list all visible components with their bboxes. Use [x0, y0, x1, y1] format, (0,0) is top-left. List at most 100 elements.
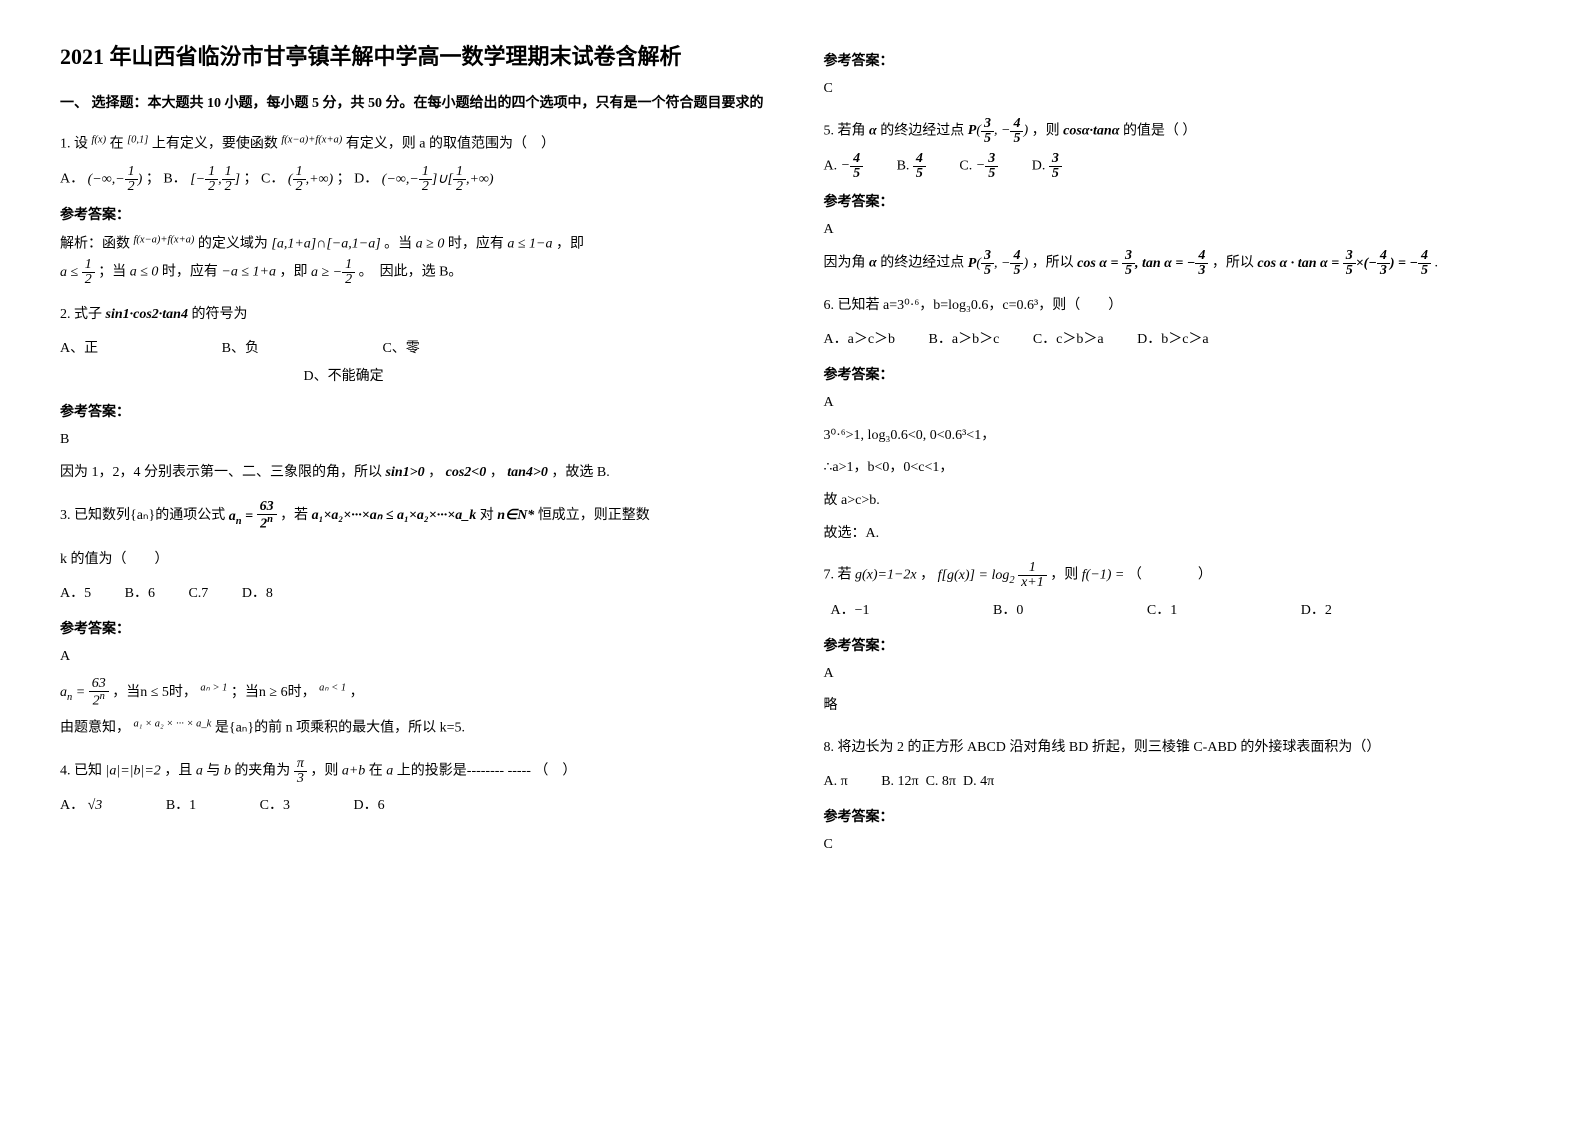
- q4-c: 与: [206, 763, 220, 778]
- q4-angle: π3: [294, 763, 307, 778]
- q3-an2: an = 632n: [60, 685, 109, 700]
- q4-b: ，且: [164, 763, 192, 778]
- q7-fneg1: f(−1) =: [1082, 568, 1128, 583]
- q7-b: ，: [920, 568, 934, 583]
- q5-ctan1: cos α = 35, tan α = −43: [1077, 256, 1208, 271]
- q3-d: 恒成立，则正整数: [538, 509, 650, 524]
- q4-av2: a: [386, 763, 393, 778]
- q5-ec: ，所以: [1032, 256, 1074, 271]
- q2-e1: sin1>0: [386, 465, 425, 480]
- q2-options: A、正 B、负 C、零 D、不能确定: [60, 335, 764, 391]
- q1-answer: 解析：函数 f(x−a)+f(x+a) 的定义域为 [a,1+a]∩[−a,1−…: [60, 230, 764, 287]
- q4-e: ，则: [310, 763, 338, 778]
- q3-e1: ，当n ≤ 5时，: [112, 685, 197, 700]
- q7-fg: f[g(x)] = log2 1x+1: [938, 568, 1047, 583]
- q1-text-c: 上有定义，要使函数: [152, 137, 278, 152]
- q3-explain2: 由题意知， a₁ × a₂ × ··· × a_k 是{aₙ}的前 n 项乘积的…: [60, 714, 764, 742]
- q6-oD: D．b＞c＞a: [1137, 332, 1209, 347]
- q1-text-d: 有定义，则 a 的取值范围为（ ）: [346, 137, 555, 152]
- q3-an: an = 632n: [229, 509, 277, 524]
- q5-oAv: −45: [841, 158, 863, 173]
- q7-g: g(x)=1−2x: [855, 568, 917, 583]
- q3-ineq: a₁×a₂×···×aₙ ≤ a₁×a₂×···×a_k: [312, 509, 477, 524]
- q1-text-a: 1. 设: [60, 137, 88, 152]
- q1-a5: ，即: [556, 237, 584, 252]
- q5-oC: C.: [959, 158, 972, 173]
- q2-tail: 的符号为: [191, 307, 247, 322]
- q6-l2: ∴a>1，b<0，0<c<1，: [824, 455, 1528, 482]
- question-6: 6. 已知若 a=3⁰·⁶，b=log₃0.6，c=0.6³，则（ ）: [824, 292, 1528, 320]
- q3-e2b: 是{aₙ}的前 n 项乘积的最大值，所以 k=5.: [215, 721, 465, 736]
- q4-bv: b: [224, 763, 231, 778]
- q4-oAv: √3: [88, 798, 103, 813]
- page-container: 2021 年山西省临汾市甘亭镇羊解中学高一数学理期末试卷含解析 一、 选择题：本…: [60, 40, 1527, 864]
- q1-ans-label: 参考答案：: [60, 204, 764, 224]
- q1-r2: a ≥ −12: [311, 265, 355, 280]
- q3-e1b: ；当n ≥ 6时，: [231, 685, 316, 700]
- q1-a-dom: [a,1+a]∩[−a,1−a]: [271, 237, 380, 252]
- q3-oC: C.7: [188, 586, 208, 601]
- q3-e2a: 由题意知，: [60, 721, 130, 736]
- q2-ans: B: [60, 427, 764, 454]
- q4-eq: |a|=|b|=2: [106, 763, 161, 778]
- q1-a6: ；当: [98, 265, 126, 280]
- right-column: 参考答案： C 5. 若角 α 的终边经过点 P(35, −45) ，则 cos…: [824, 40, 1528, 864]
- q4-d: 的夹角为: [234, 763, 290, 778]
- q3-b: ，若: [280, 509, 308, 524]
- q2-A: A、正: [60, 341, 98, 356]
- q6-ans: A: [824, 390, 1528, 417]
- q1-comp: f(x−a)+f(x+a): [281, 134, 342, 145]
- q5-c: ，则: [1032, 123, 1060, 138]
- q4-options: A． √3 B．1 C．3 D．6: [60, 792, 764, 820]
- q4-f: 在: [369, 763, 383, 778]
- q5-d: 的值是（ ）: [1123, 123, 1197, 138]
- q1-a8: ，即: [279, 265, 307, 280]
- q5-ed: ，所以: [1212, 256, 1254, 271]
- q2-expr: sin1·cos2·tan4: [106, 307, 188, 322]
- q7-oD: D．2: [1301, 603, 1332, 618]
- q7-oA: A．−1: [831, 603, 870, 618]
- q2-ans-label: 参考答案：: [60, 401, 764, 421]
- q1-int: [0,1]: [127, 134, 148, 145]
- q5-point: P(35, −45): [968, 123, 1028, 138]
- q1-a7: 时，应有: [162, 265, 218, 280]
- q6-l3: 故 a>c>b.: [824, 488, 1528, 515]
- question-1: 1. 设 f(x) 在 [0,1] 上有定义，要使函数 f(x−a)+f(x+a…: [60, 129, 764, 159]
- left-column: 2021 年山西省临汾市甘亭镇羊解中学高一数学理期末试卷含解析 一、 选择题：本…: [60, 40, 764, 864]
- q1-a2: 的定义域为: [198, 237, 268, 252]
- q4-g: 上的投影是-------- ----- （ ）: [397, 763, 577, 778]
- q1-optA-val: (−∞,−12): [88, 172, 143, 187]
- q3-lt1: aₙ < 1: [319, 682, 346, 693]
- q5-alpha: α: [869, 123, 877, 138]
- q6-ans-label: 参考答案：: [824, 364, 1528, 384]
- q5-explain: 因为角 α 的终边经过点 P(35, −45) ，所以 cos α = 35, …: [824, 249, 1528, 278]
- q6-l4: 故选：A.: [824, 521, 1528, 548]
- q5-oBv: 45: [913, 158, 926, 173]
- q7-c: ，则: [1050, 568, 1078, 583]
- q2-ec: ，: [490, 465, 504, 480]
- q1-c4: −a ≤ 1+a: [221, 265, 276, 280]
- q5-oA: A.: [824, 158, 838, 173]
- question-2: 2. 式子 sin1·cos2·tan4 的符号为: [60, 301, 764, 329]
- question-8: 8. 将边长为 2 的正方形 ABCD 沿对角线 BD 折起，则三棱锥 C-AB…: [824, 734, 1528, 762]
- q5-oD: D.: [1032, 158, 1046, 173]
- q7-oB: B．0: [993, 603, 1023, 618]
- q1-c2: a ≤ 1−a: [507, 237, 552, 252]
- q6-oB: B．a＞b＞c: [929, 332, 1000, 347]
- q1-a-comp: f(x−a)+f(x+a): [134, 234, 195, 245]
- q1-c3: a ≤ 0: [130, 265, 159, 280]
- q4-oB: B．1: [166, 798, 196, 813]
- q5-ans-label: 参考答案：: [824, 191, 1528, 211]
- q8-oA: A. π: [824, 774, 848, 789]
- q5-alpha2: α: [869, 256, 877, 271]
- q5-point2: P(35, −45): [968, 256, 1028, 271]
- q3-kline: k 的值为（ ）: [60, 546, 764, 574]
- q2-stem: 2. 式子: [60, 307, 102, 322]
- q2-B: B、负: [222, 341, 259, 356]
- q3-oD: D．8: [242, 586, 273, 601]
- q6-options: A．a＞c＞b B．a＞b＞c C．c＞b＞a D．b＞c＞a: [824, 326, 1528, 354]
- q8-oD: D. 4π: [963, 774, 994, 789]
- q1-a4: 时，应有: [448, 237, 504, 252]
- q3-gt1: aₙ > 1: [200, 682, 227, 693]
- q5-ctan2: cos α · tan α = 35×(−43) = −45: [1257, 256, 1431, 271]
